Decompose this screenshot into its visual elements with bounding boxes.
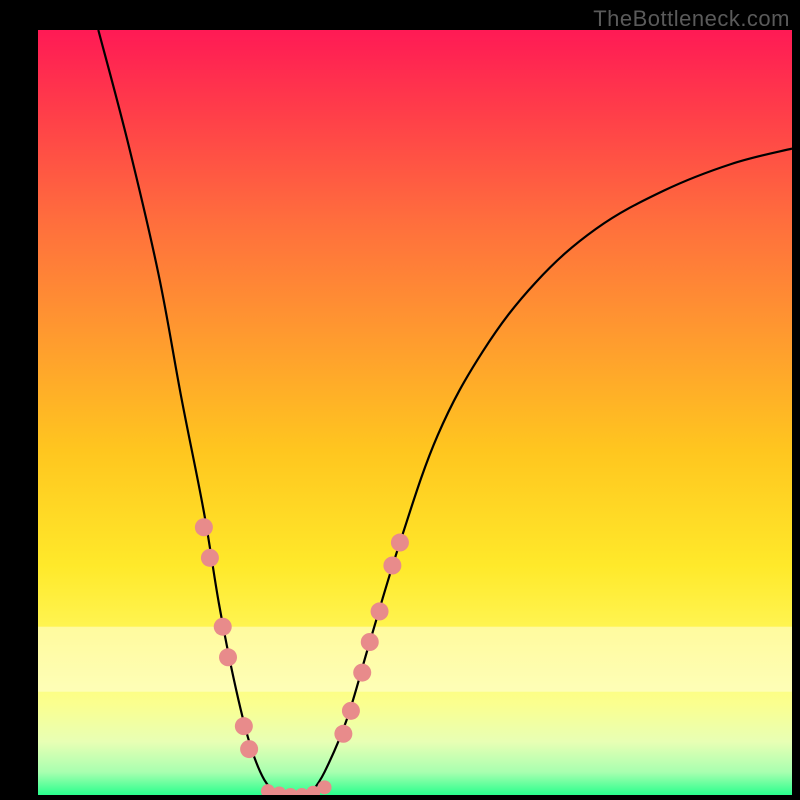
data-dot (219, 648, 237, 666)
chart-frame: TheBottleneck.com (0, 0, 800, 800)
data-dot (371, 602, 389, 620)
data-dot (201, 549, 219, 567)
data-dot (214, 618, 232, 636)
bottleneck-curve-chart (38, 30, 792, 795)
data-dot (235, 717, 253, 735)
data-dot (383, 557, 401, 575)
data-dot (342, 702, 360, 720)
data-dot (334, 725, 352, 743)
data-dot (318, 780, 332, 794)
highlight-band (38, 627, 792, 692)
data-dot (391, 534, 409, 552)
watermark-label: TheBottleneck.com (593, 6, 790, 32)
data-dot (353, 664, 371, 682)
data-dot (361, 633, 379, 651)
data-dot (240, 740, 258, 758)
data-dot (195, 518, 213, 536)
